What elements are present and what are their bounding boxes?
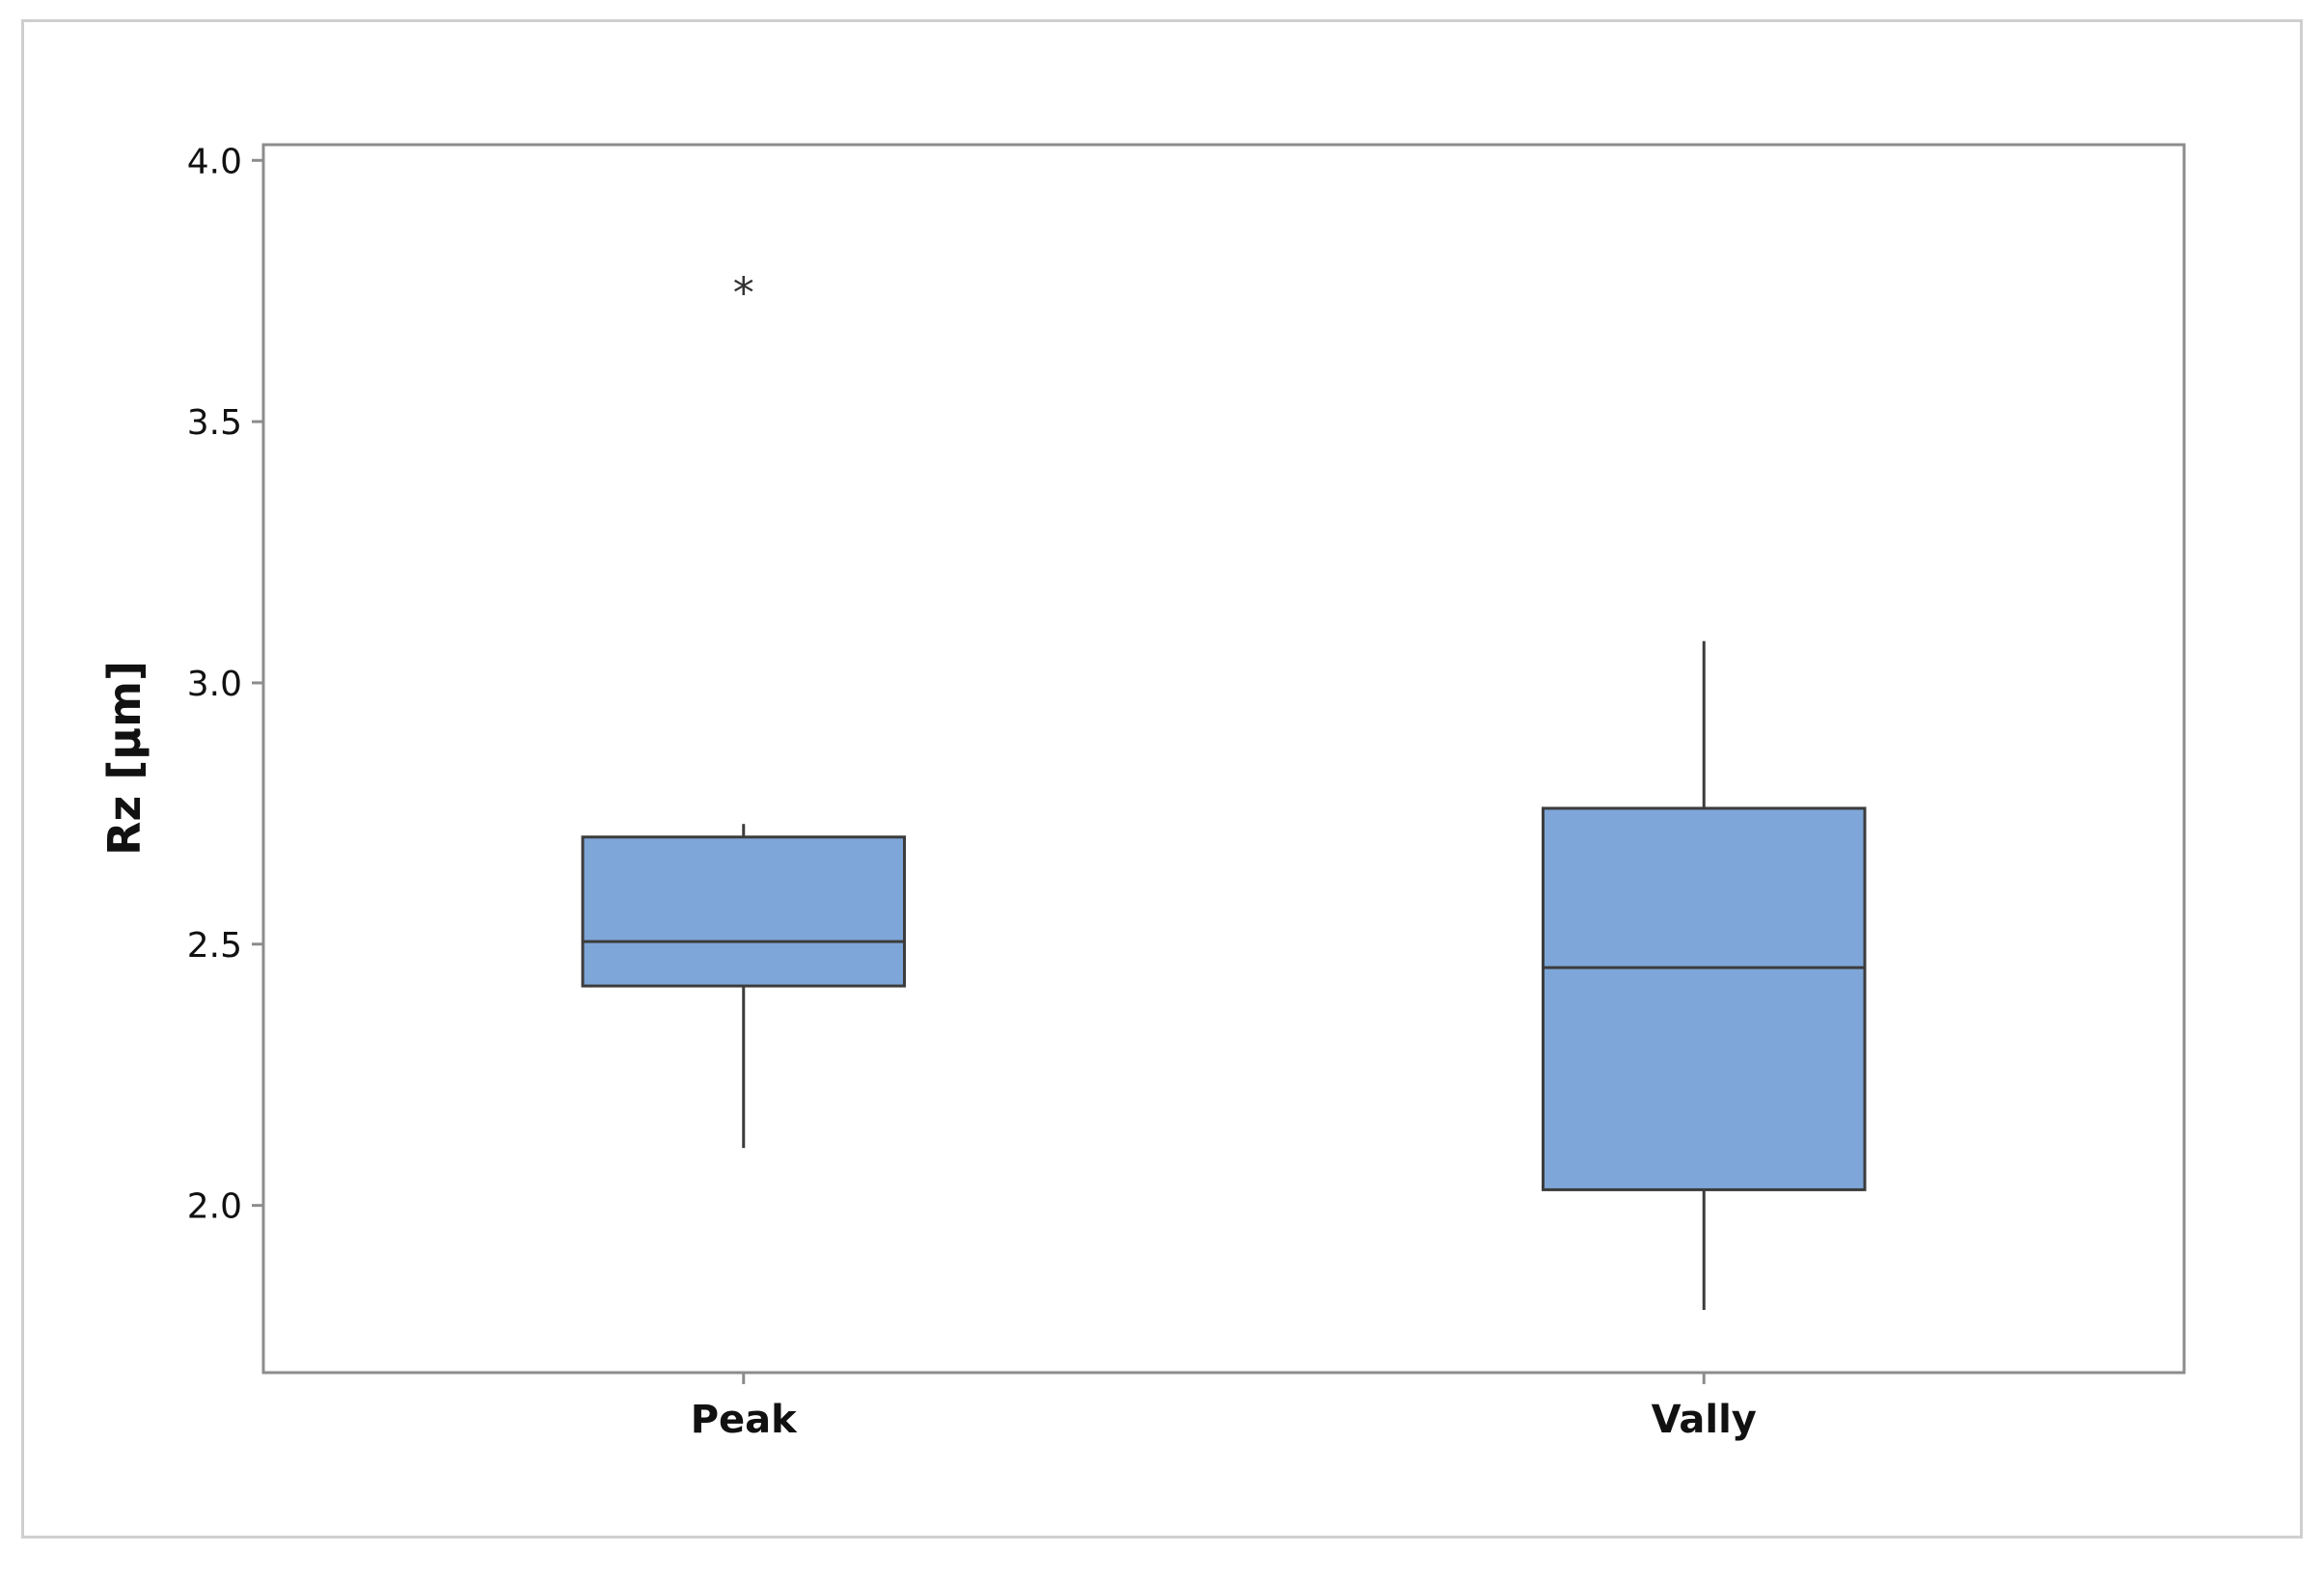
- x-axis: Peak Vally: [691, 1373, 1757, 1442]
- box-iqr: [581, 835, 906, 988]
- boxplot-chart: 2.0 2.5 3.0 3.5 4.0 Peak Vally * Rz [µm]: [98, 142, 2186, 1442]
- chart-frame: 2.0 2.5 3.0 3.5 4.0 Peak Vally * Rz [µm]: [21, 19, 2303, 1539]
- box-iqr: [1542, 806, 1867, 1191]
- x-category-label: Vally: [1652, 1398, 1757, 1442]
- y-tick-label: 2.0: [187, 1187, 242, 1227]
- box-vally: [1542, 640, 1867, 1310]
- x-category-label: Peak: [691, 1398, 798, 1442]
- y-tick-label: 3.0: [187, 665, 242, 704]
- plot-area: [261, 143, 2186, 1375]
- box-peak: *: [581, 268, 906, 1149]
- y-tick-label: 3.5: [187, 403, 242, 443]
- boxes-group: *: [581, 268, 1867, 1310]
- y-tick-label: 4.0: [187, 142, 242, 181]
- y-axis-title: Rz [µm]: [98, 661, 150, 856]
- y-tick-label: 2.5: [187, 926, 242, 966]
- outlier-marker: *: [733, 268, 754, 317]
- y-axis: 2.0 2.5 3.0 3.5 4.0: [187, 142, 263, 1227]
